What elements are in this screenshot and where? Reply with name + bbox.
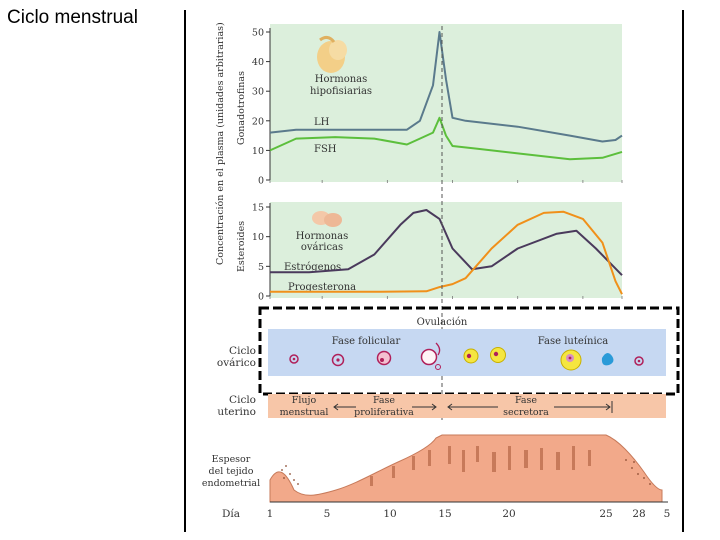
fsh-line: [269, 116, 623, 161]
y-axis-outer-label: Concentración en el plasma (unidades arb…: [215, 22, 226, 265]
y-axis-ester-label: Esteroides: [236, 221, 247, 272]
menstrual-label-2: menstrual: [280, 407, 329, 418]
y-tick-label: 50: [252, 28, 264, 39]
uterine-cycle-band: [268, 394, 666, 418]
day-tick-label: 1: [267, 508, 274, 520]
lh-line: [269, 31, 623, 143]
slide-title: Ciclo menstrual: [7, 7, 138, 28]
uterine-cycle-label-1: Ciclo: [229, 394, 256, 406]
y-tick-label: 5: [258, 262, 264, 273]
lh-label: LH: [314, 117, 330, 128]
y-axis-gonado-label: Gonadotrofinas: [236, 71, 247, 145]
ovarian-highlight-box: [258, 306, 680, 396]
day-tick-label: 5: [664, 508, 671, 520]
follicular-label: Fase folicular: [332, 336, 401, 347]
progesterone-label: Progesterona: [288, 282, 356, 293]
tissue-glands: [370, 446, 591, 486]
y-tick-label: 40: [252, 57, 264, 68]
estrogen-line: [270, 209, 623, 276]
diagram-canvas: Concentración en el plasma (unidades arb…: [202, 22, 680, 520]
pituitary-label-1: Hormonas: [315, 74, 368, 85]
menstrual-cycle-figure: Concentración en el plasma (unidades arb…: [184, 10, 684, 532]
thickness-label-2: del tejido: [209, 466, 254, 477]
day-tick-label: 5: [324, 508, 331, 520]
y-tick-label: 30: [252, 87, 264, 98]
y-tick-label: 15: [252, 203, 264, 214]
proliferative-label-1: Fase: [373, 395, 395, 406]
thickness-label-3: endometrial: [202, 478, 260, 489]
endometrial-tissue: [269, 434, 663, 503]
menstrual-label-1: Flujo: [292, 395, 317, 406]
day-tick-label: 10: [383, 508, 396, 520]
day-tick-label: 20: [502, 508, 515, 520]
phase-arrows: [333, 401, 613, 413]
y-tick-label: 0: [258, 292, 264, 303]
estrogen-series: [270, 209, 623, 276]
day-tick-label: 25: [599, 508, 612, 520]
day-label: Día: [222, 508, 240, 520]
pituitary-gland-icon: [317, 35, 347, 73]
day-tick-label: 28: [632, 508, 645, 520]
day-tick-label: 15: [438, 508, 451, 520]
uterine-cycle-label-2: uterino: [217, 406, 256, 418]
y-tick-label: 10: [252, 232, 264, 243]
menstrual-shedding-dots: [281, 459, 651, 485]
ovulation-label: Ovulación: [417, 317, 468, 328]
follicle-icons: [289, 342, 644, 371]
ovarian-label-2: ováricas: [301, 242, 343, 253]
ovarian-cycle-label-2: ovárico: [217, 357, 256, 369]
secretory-label-1: Fase: [515, 395, 537, 406]
estrogen-label: Estrógenos: [284, 262, 341, 273]
y-tick-label: 10: [252, 146, 264, 157]
luteal-label: Fase luteínica: [538, 336, 608, 347]
ovarian-cycle-label-1: Ciclo: [229, 345, 256, 357]
thickness-label-1: Espesor: [212, 454, 251, 465]
pituitary-label-2: hipofisiarias: [310, 86, 372, 97]
day-ticks: 1 5 10 15 20 25 28 5: [267, 508, 671, 520]
y-tick-label: 20: [252, 116, 264, 127]
progesterone-series: [270, 210, 623, 295]
gonado-axis: 0 10 20 30 40 50: [252, 28, 623, 187]
progesterone-line: [270, 210, 623, 295]
y-tick-label: 0: [258, 176, 264, 187]
lh-series: [269, 31, 623, 143]
ovaries-icon: [312, 211, 342, 227]
proliferative-label-2: proliferativa: [354, 407, 414, 418]
fsh-series: [269, 116, 623, 161]
fsh-label: FSH: [314, 144, 337, 155]
secretory-label-2: secretora: [503, 407, 549, 418]
ester-axis: 0 5 10 15: [252, 203, 623, 303]
ovarian-label-1: Hormonas: [296, 231, 349, 242]
